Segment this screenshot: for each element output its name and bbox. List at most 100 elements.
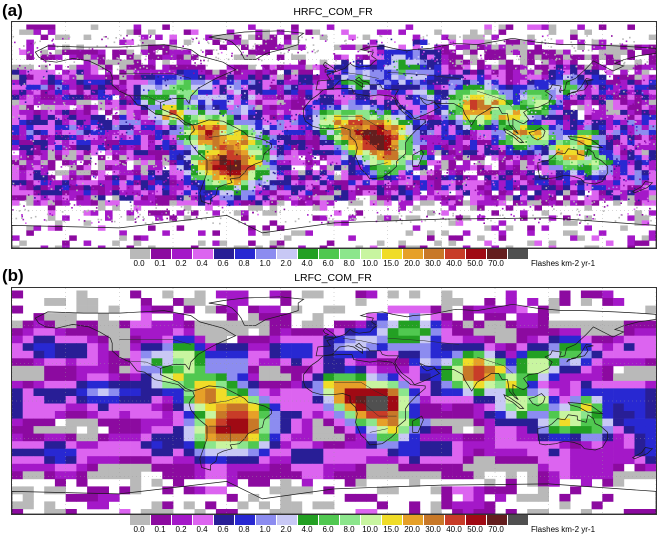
- panel-b-colorbar-tick-label: 0.8: [238, 525, 250, 534]
- panel-b-colorbar-cell: [487, 515, 508, 525]
- panel-a-colorbar-tick-label: 8.0: [343, 259, 355, 268]
- panel-b-colorbar-cell: [361, 515, 382, 525]
- panel-b-colorbar-cell: [172, 515, 193, 525]
- panel-a-coastline: [322, 61, 337, 73]
- panel-b-coastlines: [12, 296, 656, 514]
- panel-a-colorbar-tick-label: 2.0: [280, 259, 292, 268]
- panel-b-colorbar-tick-label: 30.0: [425, 525, 441, 534]
- panel-a-country-border: [119, 73, 191, 79]
- panel-a-colorbar-tick-label: 10.0: [362, 259, 378, 268]
- panel-a-colorbar-cell: [445, 249, 466, 259]
- panel-b-colorbar-cell: [256, 515, 277, 525]
- panel-b-colorbar-tick-label: 0.0: [133, 525, 145, 534]
- panel-a-coastline: [528, 127, 546, 141]
- panel-a-country-border: [208, 159, 231, 177]
- panel-b-coastline: [322, 327, 337, 339]
- panel-b-country-border: [208, 425, 231, 443]
- panel-b-colorbar-cell: [466, 515, 487, 525]
- panel-b-coastline: [188, 385, 272, 471]
- panel-b-colorbar-cell: [151, 515, 172, 525]
- panel-b-coastline: [315, 303, 656, 400]
- panel-a-colorbar-tick-label: 40.0: [446, 259, 462, 268]
- panel-b-country-border: [119, 339, 191, 345]
- panel-a-map: [11, 21, 657, 249]
- panel-b-graticule: [12, 288, 656, 514]
- panel-a-coastline: [412, 149, 424, 167]
- panel-b-flash-density-map: [12, 288, 656, 514]
- panel-b-coastline: [567, 401, 604, 415]
- panel-a-colorbar-cell: [487, 249, 508, 259]
- panel-b-coastline: [566, 344, 594, 363]
- panel-a-colorbar-cell: [172, 249, 193, 259]
- panel-a-coastlines: [12, 30, 656, 248]
- panel-a-units-label: Flashes km-2 yr-1: [531, 259, 596, 268]
- panel-b-country-borders: [119, 337, 514, 443]
- panel-b-colorbar-tick-label: 8.0: [343, 525, 355, 534]
- panel-b-colorbar-cell: [193, 515, 214, 525]
- panel-a-graticule: [12, 22, 656, 248]
- panel-a-colorbar-cell: [256, 249, 277, 259]
- panel-a-country-border: [334, 115, 388, 132]
- panel-b-coastline: [503, 393, 525, 409]
- panel-b-country-border: [477, 356, 514, 374]
- panel-a-colorbar-tick-label: 15.0: [383, 259, 399, 268]
- panel-b-coastline: [12, 481, 656, 514]
- panel-a-colorbar-tick-label: 0.0: [133, 259, 145, 268]
- panel-a-colorbar-cell: [235, 249, 256, 259]
- panel-b-colorbar-tick-label: 0.6: [217, 525, 229, 534]
- panel-b-colorbar-cell: [319, 515, 340, 525]
- panel-a-colorbar-tick-label: 20.0: [404, 259, 420, 268]
- panel-a-colorbar-cell: [130, 249, 151, 259]
- panel-a-coastline: [315, 37, 656, 134]
- panel-a-colorbar-tick-label: 0.8: [238, 259, 250, 268]
- panel-b-country-border: [124, 360, 161, 369]
- panel-a-colorbar: [130, 249, 529, 259]
- panel-a-country-border: [342, 71, 379, 79]
- panel-a-coastline: [12, 215, 656, 248]
- panel-b-colorbar-cell: [382, 515, 403, 525]
- panel-a-title: HRFC_COM_FR: [293, 6, 373, 18]
- panel-b-colorbar-tick-label: 0.2: [175, 525, 187, 534]
- panel-a-coastline: [503, 127, 525, 143]
- panel-a-coastline: [188, 119, 272, 205]
- panel-a-speckle-layer: [12, 34, 656, 225]
- panel-b-country-border: [334, 381, 388, 398]
- panel-a-coastline: [632, 181, 654, 194]
- panel-a-letter: (a): [2, 1, 23, 20]
- panel-a-coastline: [567, 135, 604, 149]
- panel-b-colorbar-cell: [424, 515, 445, 525]
- panel-b-colorbar-tick-label: 50.0: [467, 525, 483, 534]
- panel-b-coastline: [412, 415, 424, 433]
- panel-b-colorbar-cell: [214, 515, 235, 525]
- panel-b-colorbar-labels: Flashes km-2 yr-1 0.0 0.1 0.2 0.4 0.6 0.8 1.0 2…: [130, 525, 666, 537]
- panel-b-coastline: [303, 354, 426, 446]
- panel-a-colorbar-cell: [319, 249, 340, 259]
- panel-a-colorbar-tick-label: 70.0: [488, 259, 504, 268]
- panel-a-colorbar-cell: [424, 249, 445, 259]
- panel-b-coastline: [537, 414, 609, 451]
- panel-a-colorbar-cell: [193, 249, 214, 259]
- panel-a-colorbar-cell: [382, 249, 403, 259]
- panel-b-colorbar-tick-label: 10.0: [362, 525, 378, 534]
- panel-b-letter: (b): [2, 266, 24, 285]
- panel-b-colorbar-tick-label: 20.0: [404, 525, 420, 534]
- panel-b-country-border: [387, 337, 460, 345]
- panel-a-colorbar-tick-label: 0.2: [175, 259, 187, 268]
- panel-a-colorbar-tick-label: 0.6: [217, 259, 229, 268]
- panel-b-colorbar-tick-label: 0.4: [196, 525, 208, 534]
- panel-a-colorbar-tick-label: 0.4: [196, 259, 208, 268]
- panel-a-country-border: [369, 162, 388, 167]
- panel-a-country-border: [477, 90, 514, 108]
- panel-b-colorbar-tick-label: 40.0: [446, 525, 462, 534]
- panel-a-colorbar-tick-label: 4.0: [301, 259, 313, 268]
- panel-b-map: [11, 287, 657, 515]
- panel-b-country-border: [342, 337, 379, 345]
- panel-a-colorbar-cell: [403, 249, 424, 259]
- panel-b-colorbar-tick-label: 1.0: [259, 525, 271, 534]
- panel-a-coastline: [34, 44, 237, 126]
- panel-b-colorbar-cell: [235, 515, 256, 525]
- panel-b-title: LRFC_COM_FR: [294, 272, 372, 284]
- panel-a-colorbar-cell: [151, 249, 172, 259]
- panel-b-colorbar-cell: [445, 515, 466, 525]
- panel-a-colorbar-cell: [340, 249, 361, 259]
